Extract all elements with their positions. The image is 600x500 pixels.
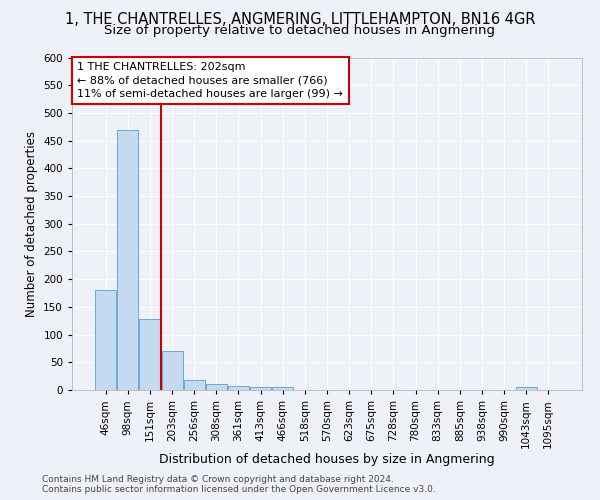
Bar [250, 387, 271, 390]
Bar [95, 290, 116, 390]
Y-axis label: Number of detached properties: Number of detached properties [25, 130, 38, 317]
Bar [118, 130, 139, 390]
Bar [515, 387, 536, 390]
Bar [161, 351, 182, 390]
X-axis label: Distribution of detached houses by size in Angmering: Distribution of detached houses by size … [159, 453, 495, 466]
Text: Size of property relative to detached houses in Angmering: Size of property relative to detached ho… [104, 24, 496, 37]
Text: 1, THE CHANTRELLES, ANGMERING, LITTLEHAMPTON, BN16 4GR: 1, THE CHANTRELLES, ANGMERING, LITTLEHAM… [65, 12, 535, 28]
Bar [272, 387, 293, 390]
Text: 1 THE CHANTRELLES: 202sqm
← 88% of detached houses are smaller (766)
11% of semi: 1 THE CHANTRELLES: 202sqm ← 88% of detac… [77, 62, 343, 99]
Bar [139, 319, 160, 390]
Bar [228, 386, 249, 390]
Bar [206, 384, 227, 390]
Text: Contains HM Land Registry data © Crown copyright and database right 2024.
Contai: Contains HM Land Registry data © Crown c… [42, 474, 436, 494]
Bar [184, 380, 205, 390]
